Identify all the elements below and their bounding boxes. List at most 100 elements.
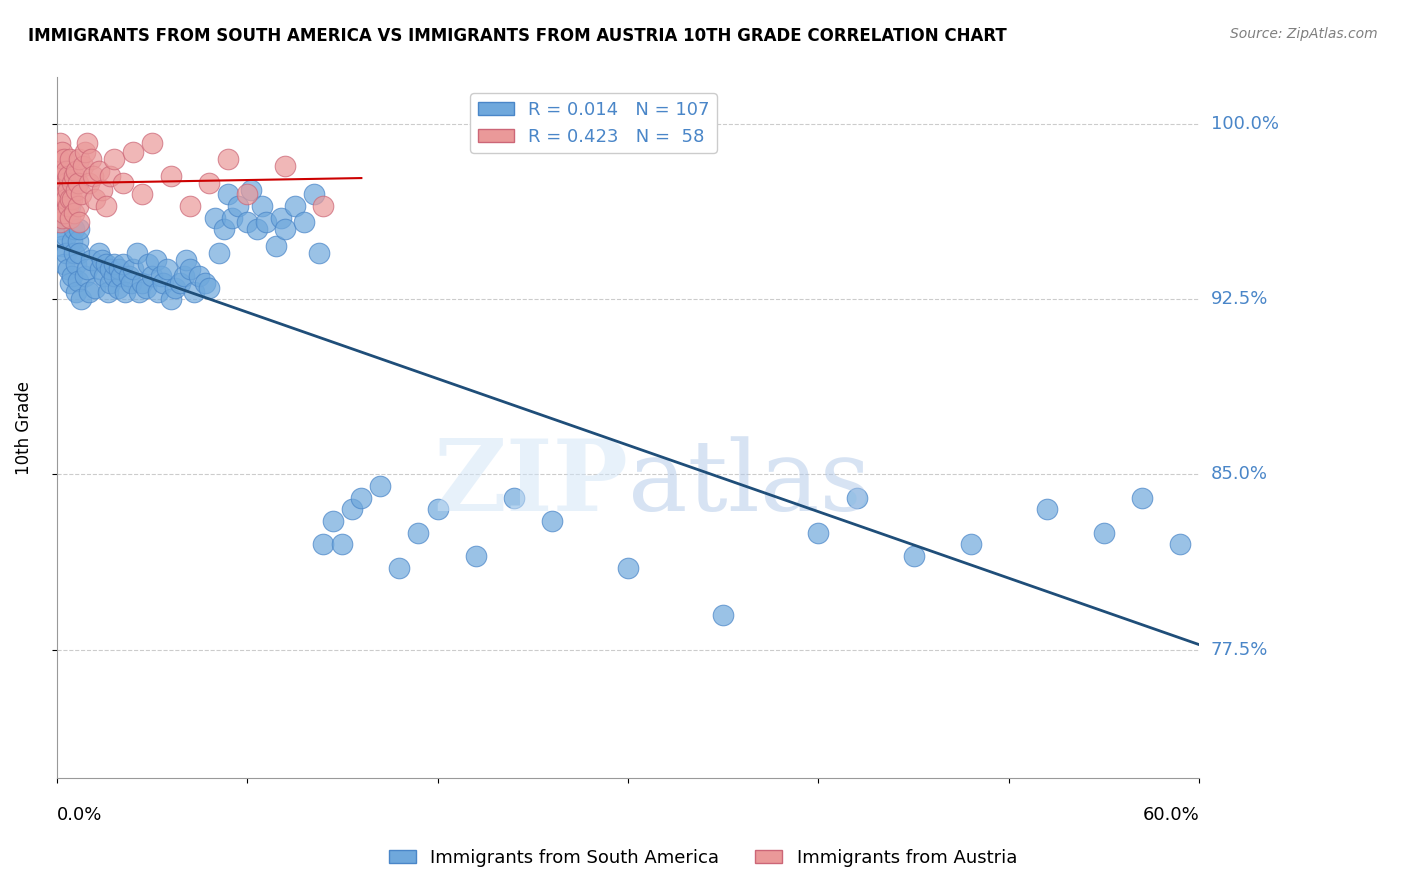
Point — [49, 164, 72, 178]
Point — [198, 176, 221, 190]
Point — [239, 182, 262, 196]
Point — [66, 199, 89, 213]
Point — [807, 525, 830, 540]
Point — [77, 176, 100, 190]
Point — [49, 199, 72, 213]
Point — [53, 257, 76, 271]
Point — [65, 257, 87, 271]
Point — [59, 199, 82, 213]
Point — [330, 537, 353, 551]
Point — [108, 261, 131, 276]
Point — [284, 199, 307, 213]
Point — [56, 199, 79, 213]
Text: ZIP: ZIP — [433, 435, 628, 533]
Point — [198, 280, 221, 294]
Point — [292, 215, 315, 229]
Point — [128, 285, 150, 300]
Point — [72, 159, 94, 173]
Point — [408, 525, 430, 540]
Text: 92.5%: 92.5% — [1211, 290, 1268, 309]
Legend: R = 0.014   N = 107, R = 0.423   N =  58: R = 0.014 N = 107, R = 0.423 N = 58 — [471, 94, 717, 153]
Point — [56, 169, 79, 183]
Point — [617, 561, 640, 575]
Point — [236, 187, 259, 202]
Point — [55, 229, 77, 244]
Point — [49, 206, 72, 220]
Point — [1092, 525, 1115, 540]
Point — [145, 252, 167, 267]
Point — [80, 252, 103, 267]
Point — [55, 245, 77, 260]
Point — [254, 215, 277, 229]
Point — [308, 245, 330, 260]
Point — [56, 182, 79, 196]
Point — [540, 514, 562, 528]
Point — [274, 159, 297, 173]
Point — [1130, 491, 1153, 505]
Point — [246, 222, 269, 236]
Point — [55, 176, 77, 190]
Point — [62, 206, 84, 220]
Point — [173, 268, 195, 283]
Point — [207, 245, 229, 260]
Text: 77.5%: 77.5% — [1211, 640, 1268, 658]
Point — [69, 215, 91, 229]
Point — [110, 268, 132, 283]
Point — [51, 211, 73, 225]
Point — [82, 169, 104, 183]
Point — [49, 136, 72, 150]
Point — [274, 222, 297, 236]
Point — [711, 607, 734, 622]
Point — [48, 152, 70, 166]
Point — [194, 276, 217, 290]
Point — [51, 176, 73, 190]
Point — [131, 276, 153, 290]
Point — [204, 211, 226, 225]
Point — [76, 261, 98, 276]
Point — [217, 187, 239, 202]
Point — [70, 187, 93, 202]
Text: 100.0%: 100.0% — [1211, 115, 1278, 133]
Point — [103, 257, 125, 271]
Point — [48, 182, 70, 196]
Point — [51, 145, 73, 160]
Point — [103, 268, 125, 283]
Point — [252, 199, 274, 213]
Point — [60, 192, 83, 206]
Point — [112, 176, 135, 190]
Point — [388, 561, 411, 575]
Point — [49, 215, 72, 229]
Point — [264, 238, 287, 252]
Point — [120, 276, 142, 290]
Point — [98, 276, 121, 290]
Point — [845, 491, 868, 505]
Point — [91, 182, 114, 196]
Point — [464, 549, 486, 563]
Point — [80, 152, 103, 166]
Text: atlas: atlas — [628, 436, 870, 532]
Point — [53, 187, 76, 202]
Point — [51, 192, 73, 206]
Point — [55, 192, 77, 206]
Point — [62, 222, 84, 236]
Point — [340, 502, 363, 516]
Point — [83, 280, 105, 294]
Point — [48, 222, 70, 236]
Point — [56, 211, 79, 225]
Point — [107, 280, 129, 294]
Point — [174, 252, 197, 267]
Point — [270, 211, 292, 225]
Point — [77, 285, 100, 300]
Point — [903, 549, 925, 563]
Point — [221, 211, 243, 225]
Point — [103, 152, 125, 166]
Point — [87, 164, 110, 178]
Point — [146, 285, 169, 300]
Point — [48, 169, 70, 183]
Point — [94, 257, 117, 271]
Point — [236, 215, 259, 229]
Y-axis label: 10th Grade: 10th Grade — [15, 381, 32, 475]
Legend: Immigrants from South America, Immigrants from Austria: Immigrants from South America, Immigrant… — [381, 842, 1025, 874]
Text: IMMIGRANTS FROM SOUTH AMERICA VS IMMIGRANTS FROM AUSTRIA 10TH GRADE CORRELATION : IMMIGRANTS FROM SOUTH AMERICA VS IMMIGRA… — [28, 27, 1007, 45]
Point — [91, 252, 114, 267]
